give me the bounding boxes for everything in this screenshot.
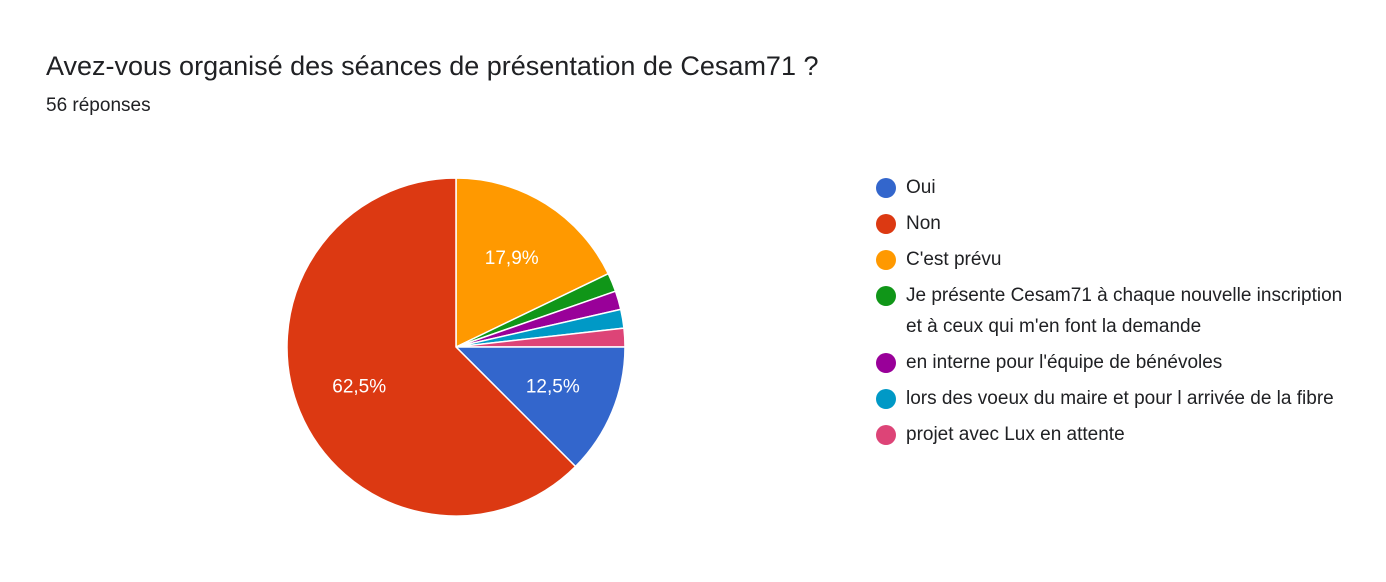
legend-swatch — [876, 353, 896, 373]
legend-item-oui[interactable]: Oui — [876, 172, 1356, 203]
chart-title: Avez-vous organisé des séances de présen… — [46, 51, 819, 81]
response-count: 56 réponses — [46, 95, 151, 116]
legend-swatch — [876, 425, 896, 445]
legend-item-je-presente-cesam71-a-chaque-nouvelle-in[interactable]: Je présente Cesam71 à chaque nouvelle in… — [876, 280, 1356, 342]
legend-label: lors des voeux du maire et pour l arrivé… — [906, 388, 1334, 409]
legend-swatch — [876, 286, 896, 306]
legend-item-projet-avec-lux-en-attente[interactable]: projet avec Lux en attente — [876, 419, 1356, 450]
pie-slice-non[interactable] — [286, 177, 577, 517]
legend-item-c-est-prevu[interactable]: C'est prévu — [876, 244, 1356, 275]
legend-item-en-interne-pour-l-equipe-de-benevoles[interactable]: en interne pour l'équipe de bénévoles — [876, 347, 1356, 378]
slice-percent-label-non: 62,5% — [332, 377, 386, 398]
legend-label: projet avec Lux en attente — [906, 424, 1125, 445]
legend-swatch — [876, 214, 896, 234]
legend-item-non[interactable]: Non — [876, 208, 1356, 239]
chart-legend: Oui Non C'est prévu Je présente Cesam71 à c… — [876, 172, 1356, 455]
legend-swatch — [876, 250, 896, 270]
legend-label: Oui — [906, 177, 936, 198]
legend-swatch — [876, 178, 896, 198]
pie-slice-oui[interactable] — [455, 346, 626, 468]
slice-percent-label-c-est-prevu: 17,9% — [485, 248, 539, 269]
pie-chart: 17,9% 12,5% 62,5% — [286, 177, 626, 517]
pie-slice-c-est-prevu[interactable] — [455, 177, 610, 348]
legend-label: Non — [906, 213, 941, 234]
legend-swatch — [876, 389, 896, 409]
legend-label: en interne pour l'équipe de bénévoles — [906, 352, 1223, 373]
slice-percent-label-oui: 12,5% — [526, 377, 580, 398]
legend-item-lors-des-voeux-du-maire-et-pour-l-arrive[interactable]: lors des voeux du maire et pour l arrivé… — [876, 383, 1356, 414]
legend-label: C'est prévu — [906, 249, 1002, 270]
legend-label: Je présente Cesam71 à chaque nouvelle in… — [906, 285, 1343, 337]
